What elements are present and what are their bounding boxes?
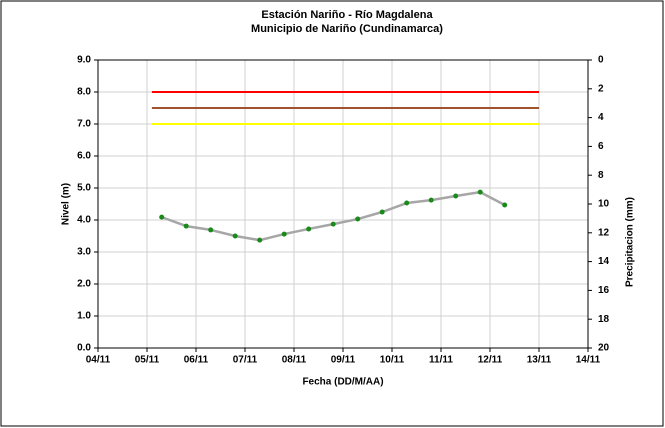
data-point — [404, 200, 410, 206]
y2-tick-label: 20 — [598, 343, 610, 354]
data-point — [281, 231, 287, 237]
data-point — [183, 223, 189, 229]
y2-tick-label: 0 — [598, 55, 604, 66]
y2-tick-label: 2 — [598, 83, 604, 94]
y2-tick-label: 10 — [598, 199, 610, 210]
data-point — [208, 227, 214, 233]
y-axis-label: Nivel (m) — [61, 183, 72, 225]
chart-title: Estación Nariño - Río Magdalena — [261, 9, 433, 21]
data-point — [159, 214, 165, 220]
y2-tick-label: 12 — [598, 227, 610, 238]
chart-subtitle: Municipio de Nariño (Cundinamarca) — [251, 23, 443, 35]
x-tick-label: 13/11 — [527, 355, 552, 366]
y-tick-label: 3.0 — [77, 247, 91, 258]
y2-tick-label: 16 — [598, 285, 610, 296]
data-point — [502, 202, 508, 208]
y-tick-label: 1.0 — [77, 311, 91, 322]
y-tick-label: 9.0 — [77, 55, 91, 66]
y-tick-label: 2.0 — [77, 279, 91, 290]
x-tick-label: 05/11 — [135, 355, 160, 366]
x-tick-label: 04/11 — [86, 355, 111, 366]
x-tick-label: 12/11 — [478, 355, 503, 366]
data-point — [330, 221, 336, 227]
x-tick-label: 14/11 — [576, 355, 601, 366]
data-point — [477, 189, 483, 195]
data-point — [232, 233, 238, 239]
y2-tick-label: 8 — [598, 170, 604, 181]
y-tick-label: 8.0 — [77, 87, 91, 98]
x-tick-label: 07/11 — [233, 355, 258, 366]
data-point — [428, 197, 434, 203]
plot-area — [97, 59, 589, 349]
data-point — [379, 209, 385, 215]
y2-tick-label: 18 — [598, 314, 610, 325]
x-tick-label: 08/11 — [282, 355, 307, 366]
x-tick-label: 10/11 — [380, 355, 405, 366]
y2-axis-label: Precipitacion (mm) — [625, 197, 636, 287]
y2-tick-label: 6 — [598, 141, 604, 152]
x-tick-label: 06/11 — [184, 355, 209, 366]
x-tick-label: 11/11 — [429, 355, 453, 366]
data-point — [306, 226, 312, 232]
data-point — [453, 193, 459, 199]
y-tick-label: 6.0 — [77, 151, 91, 162]
x-tick-label: 09/11 — [331, 355, 356, 366]
y2-tick-label: 14 — [598, 256, 610, 267]
y-tick-label: 5.0 — [77, 183, 91, 194]
data-point — [355, 216, 361, 222]
x-axis-label: Fecha (DD/M/AA) — [302, 377, 383, 388]
y2-tick-label: 4 — [598, 112, 604, 123]
y-tick-label: 4.0 — [77, 215, 91, 226]
y-tick-label: 0.0 — [77, 343, 91, 354]
data-point — [257, 237, 263, 243]
y-tick-label: 7.0 — [77, 119, 91, 130]
